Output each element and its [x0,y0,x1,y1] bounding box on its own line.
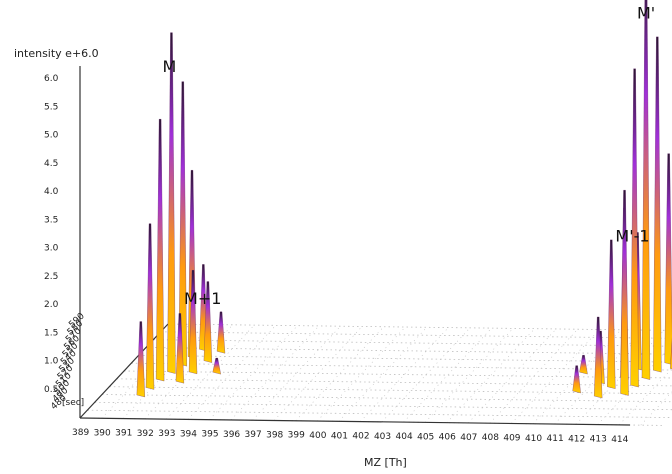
floor-grid-line [101,394,672,403]
floor-grid-line [338,327,428,422]
y-tick-label: 4.0 [44,187,59,197]
peak-mark [664,153,672,365]
x-tick-label: 404 [396,432,413,442]
peak-mark [572,365,581,394]
peak-mark [175,313,185,384]
x-tick-label: 392 [137,429,154,439]
x-tick-label: 391 [115,429,132,439]
x-tick-label: 405 [417,432,434,442]
x-tick-label: 389 [72,428,89,438]
peak-mark [203,281,213,363]
floor-grid-line [167,323,672,331]
x-tick-label: 414 [611,435,628,445]
y-tick-label: 0.5 [44,385,58,395]
x-tick-label: 390 [94,428,111,438]
x-tick-label: 409 [503,433,520,443]
depth-axis-label: [sec] [62,398,84,408]
floor-grid-line [424,328,514,423]
x-axis-label: MZ [Th] [364,456,407,469]
x-tick-label: 393 [158,429,175,439]
x-tick-label: 400 [309,431,326,441]
peak-mark [155,119,165,382]
peak-mark [630,68,639,388]
x-tick-label: 406 [439,433,456,443]
y-tick-label: 6.0 [44,74,59,84]
x-tick-label: 396 [223,430,240,440]
peak-mark [216,311,226,354]
floor-grid-line [131,362,672,371]
peak-mark [641,0,651,380]
peak-mark [653,36,662,373]
peak-annotation: M [162,57,176,76]
x-tick-label: 395 [201,430,218,440]
x-tick-label: 410 [525,434,542,444]
floor-grid-line [116,378,672,387]
y-tick-label: 3.0 [44,244,59,254]
x-tick-label: 397 [245,430,262,440]
y-tick-label: 1.0 [44,357,59,367]
peak-mark [136,321,145,398]
floor-grid-line [160,331,672,339]
y-tick-labels: 0.5 1.0 1.5 2.0 2.5 3.0 3.5 4.0 4.5 5.0 5.5 6.0 [44,74,59,395]
peak-mark [178,81,187,367]
peak-mark [620,189,629,396]
floor-grid-line [317,326,406,422]
floor-grid-line [138,354,672,363]
x-tick-label: 412 [568,434,585,444]
peak-annotation: M+1 [184,289,221,308]
annotations: M M+1 M'-1 M' [162,4,655,308]
y-tick-label: 4.5 [44,159,58,169]
peak-mark [579,354,588,375]
x-tick-label: 411 [547,434,564,444]
y-tick-label: 5.0 [44,131,59,141]
x-tick-label: 398 [266,430,283,440]
peak-mark [607,239,616,389]
peak-mark [167,32,176,374]
x-tick-label: 407 [460,433,477,443]
x-tick-label: 402 [352,432,369,442]
floor-grid-line [230,325,320,421]
y-axis-label: intensity e+6.0 [14,47,99,60]
x-tick-label: 399 [288,431,305,441]
peak-annotation: M'-1 [615,227,649,246]
peak-annotation: M' [637,4,655,23]
floor-grid-line [123,370,672,379]
x-tick-label: 408 [482,433,499,443]
floor-grid-line [153,339,672,347]
x-tick-label: 401 [331,431,348,441]
peak-mark [594,316,603,399]
y-tick-label: 2.5 [44,272,58,282]
x-tick-labels: 389 390 391 392 393 394 395 396 397 398 399 400 401 4… [72,428,629,445]
y-tick-label: 3.5 [44,215,58,225]
depth-axis-line [79,323,169,419]
peak-mark [145,223,155,390]
floor-grid-line [109,386,672,395]
x-tick-label: 403 [374,432,391,442]
peaks [136,0,672,399]
x-tick-label: 413 [590,435,607,445]
y-tick-label: 2.0 [44,300,59,310]
floor-grid-line [122,324,212,419]
x-tick-label: 394 [180,429,197,439]
floor-grid-line [94,401,672,411]
peak-mark [212,357,221,375]
y-tick-label: 5.5 [44,102,58,112]
axes [79,66,631,426]
y-tick-label: 1.5 [44,328,58,338]
x-axis-line [79,417,631,426]
floor-grid-line [87,409,670,418]
peak-mark [188,270,198,375]
